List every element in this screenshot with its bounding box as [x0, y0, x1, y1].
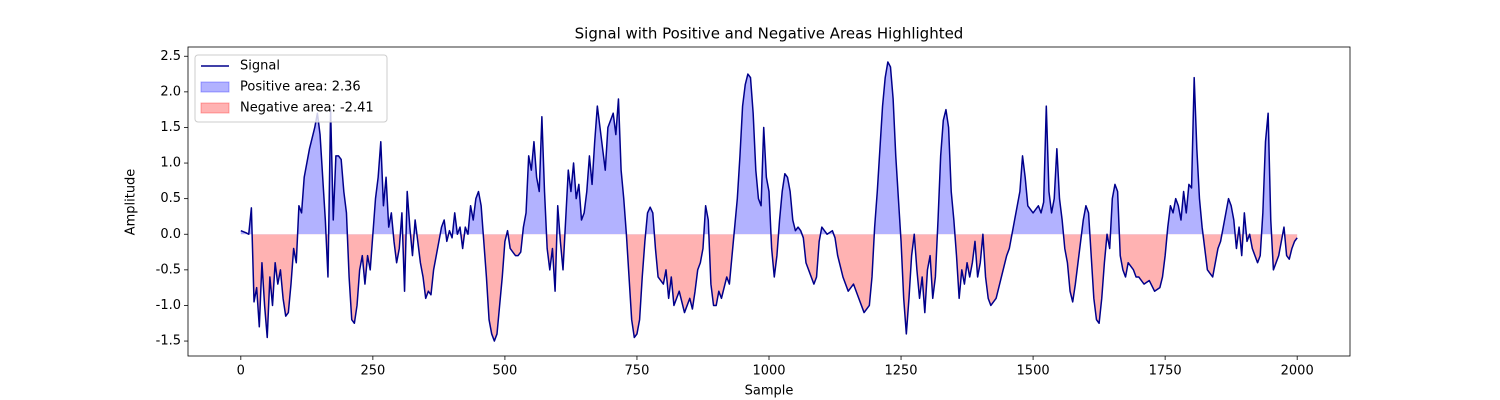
- y-tick-label: -1.5: [156, 334, 181, 349]
- x-tick-label: 1000: [752, 364, 785, 379]
- x-tick-label: 250: [360, 364, 385, 379]
- chart-title: Signal with Positive and Negative Areas …: [575, 25, 964, 43]
- axes-frame: [187, 46, 1351, 357]
- y-tick-label: 0.5: [160, 191, 181, 206]
- x-tick-label: 0: [237, 364, 245, 379]
- negative-area: [252, 234, 1298, 342]
- x-tick-label: 1750: [1149, 364, 1182, 379]
- y-tick-label: -1.0: [156, 298, 181, 313]
- x-tick-label: 1250: [884, 364, 917, 379]
- y-tick-label: 2.5: [160, 49, 181, 64]
- y-tick-label: 0.0: [160, 227, 181, 242]
- x-tick-label: 500: [492, 364, 517, 379]
- y-tick-label: 1.5: [160, 120, 181, 135]
- legend-box: [194, 54, 388, 123]
- x-tick-label: 1500: [1017, 364, 1050, 379]
- y-tick-label: 2.0: [160, 84, 181, 99]
- legend-label: Negative area: -2.41: [240, 101, 374, 116]
- legend-label: Positive area: 2.36: [240, 80, 361, 95]
- legend-swatch: [200, 102, 230, 114]
- x-tick-label: 2000: [1281, 364, 1314, 379]
- x-axis-label: Sample: [745, 384, 794, 399]
- signal-line: [240, 61, 1298, 342]
- x-tick-label: 750: [625, 364, 650, 379]
- legend-label: Signal: [240, 59, 280, 74]
- y-tick-label: 1.0: [160, 156, 181, 171]
- y-axis-label: Amplitude: [124, 169, 139, 236]
- legend-swatch: [200, 81, 230, 93]
- y-tick-label: -0.5: [156, 262, 181, 277]
